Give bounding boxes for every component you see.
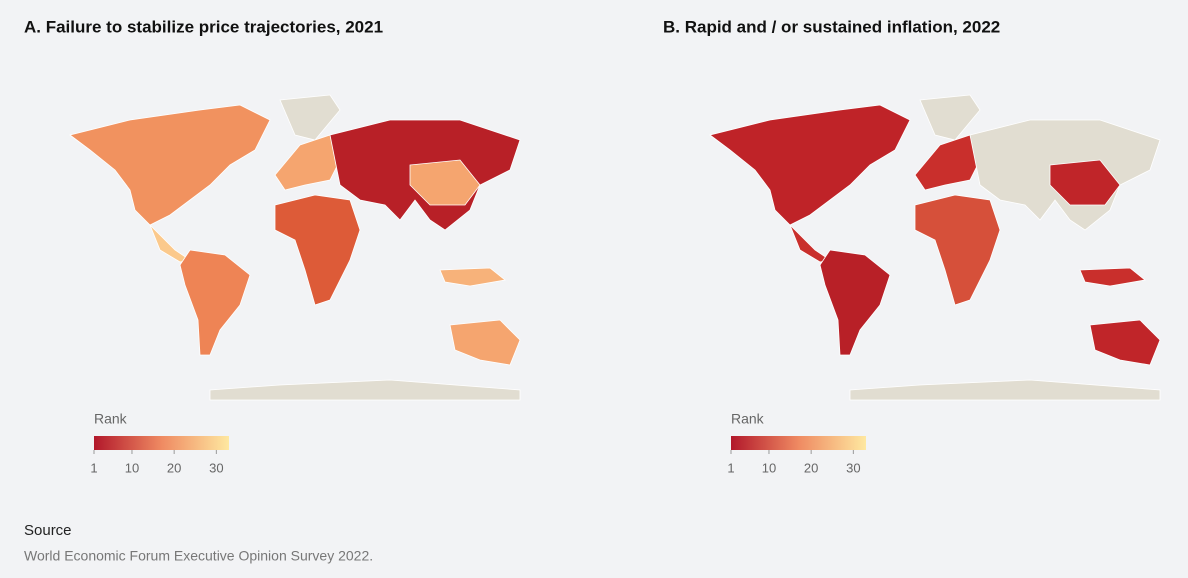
world-map — [69, 94, 521, 401]
panel-title: A. Failure to stabilize price trajectori… — [24, 17, 383, 36]
legend-tick-label: 30 — [846, 460, 860, 475]
region — [1089, 319, 1161, 366]
region — [149, 224, 192, 263]
region — [1079, 267, 1146, 287]
region — [274, 194, 361, 306]
legend-tick-label: 30 — [209, 460, 223, 475]
world-map — [709, 94, 1161, 401]
legend-tick-label: 1 — [727, 460, 734, 475]
source-label: Source — [24, 522, 72, 539]
region — [179, 249, 251, 356]
source-text: World Economic Forum Executive Opinion S… — [24, 548, 373, 564]
region — [409, 159, 481, 206]
region — [1049, 159, 1121, 206]
region — [914, 194, 1001, 306]
region — [919, 94, 981, 141]
legend-title: Rank — [94, 411, 128, 427]
legend-tick-label: 20 — [804, 460, 818, 475]
region — [819, 249, 891, 356]
legend-tick-label: 10 — [762, 460, 776, 475]
region — [279, 94, 341, 141]
region — [449, 319, 521, 366]
region — [914, 134, 981, 191]
region — [849, 379, 1161, 401]
region — [274, 134, 341, 191]
panel-title: B. Rapid and / or sustained inflation, 2… — [663, 17, 1000, 36]
region — [69, 104, 271, 226]
legend-title: Rank — [731, 411, 765, 427]
region — [789, 224, 832, 263]
legend-tick-label: 1 — [90, 460, 97, 475]
legend-gradient — [94, 436, 229, 450]
region — [709, 104, 911, 226]
legend-tick-label: 20 — [167, 460, 181, 475]
legend-tick-label: 10 — [125, 460, 139, 475]
region — [209, 379, 521, 401]
region — [439, 267, 506, 287]
legend-gradient — [731, 436, 866, 450]
